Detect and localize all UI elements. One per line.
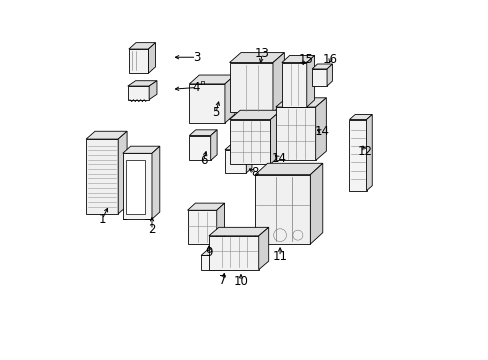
Text: 14: 14 (271, 152, 286, 165)
Text: 3: 3 (192, 51, 200, 64)
Text: 8: 8 (251, 166, 258, 179)
Polygon shape (224, 75, 234, 123)
Polygon shape (366, 114, 371, 191)
Polygon shape (229, 110, 281, 120)
Polygon shape (152, 146, 160, 219)
Polygon shape (224, 150, 246, 173)
Text: 5: 5 (212, 106, 219, 119)
Polygon shape (315, 98, 325, 161)
Polygon shape (246, 145, 251, 173)
Polygon shape (201, 256, 220, 270)
Polygon shape (229, 120, 270, 164)
Polygon shape (189, 75, 234, 84)
Polygon shape (255, 175, 310, 244)
Polygon shape (187, 203, 224, 210)
Polygon shape (189, 130, 217, 135)
Polygon shape (210, 130, 217, 161)
Bar (126, 161, 144, 214)
Polygon shape (349, 114, 371, 120)
Polygon shape (127, 81, 157, 86)
Polygon shape (129, 42, 155, 49)
Polygon shape (208, 236, 258, 270)
Polygon shape (208, 227, 268, 236)
Polygon shape (122, 146, 160, 153)
Polygon shape (216, 203, 224, 244)
Polygon shape (148, 42, 155, 73)
Polygon shape (306, 55, 314, 107)
Text: 12: 12 (357, 145, 372, 158)
Polygon shape (272, 53, 284, 112)
Text: 1: 1 (98, 213, 106, 226)
Text: 11: 11 (272, 250, 287, 263)
Polygon shape (201, 251, 226, 256)
Polygon shape (149, 81, 157, 100)
Polygon shape (311, 64, 332, 69)
Text: 4: 4 (192, 81, 200, 94)
Polygon shape (118, 131, 127, 214)
Polygon shape (187, 210, 216, 244)
Polygon shape (255, 163, 322, 175)
Polygon shape (224, 145, 251, 150)
Text: 13: 13 (254, 47, 269, 60)
Polygon shape (326, 64, 332, 86)
Polygon shape (281, 55, 314, 63)
Polygon shape (270, 110, 281, 164)
Text: 2: 2 (148, 223, 155, 236)
Polygon shape (189, 135, 210, 161)
Polygon shape (189, 84, 224, 123)
Text: 16: 16 (323, 53, 337, 66)
Polygon shape (349, 120, 366, 191)
Polygon shape (229, 63, 272, 112)
Polygon shape (275, 107, 315, 161)
Text: 10: 10 (233, 275, 248, 288)
Polygon shape (129, 49, 148, 73)
Polygon shape (127, 86, 149, 100)
Polygon shape (229, 53, 284, 63)
Polygon shape (258, 227, 268, 270)
Polygon shape (310, 163, 322, 244)
Text: 6: 6 (200, 154, 207, 167)
Polygon shape (220, 251, 226, 270)
Polygon shape (86, 131, 127, 139)
Text: 7: 7 (219, 274, 226, 287)
Polygon shape (86, 139, 118, 214)
Polygon shape (281, 63, 306, 107)
Polygon shape (275, 98, 325, 107)
Polygon shape (122, 153, 152, 219)
Text: 15: 15 (298, 53, 312, 66)
Text: 9: 9 (205, 247, 212, 260)
Text: 14: 14 (314, 126, 329, 139)
Polygon shape (311, 69, 326, 86)
